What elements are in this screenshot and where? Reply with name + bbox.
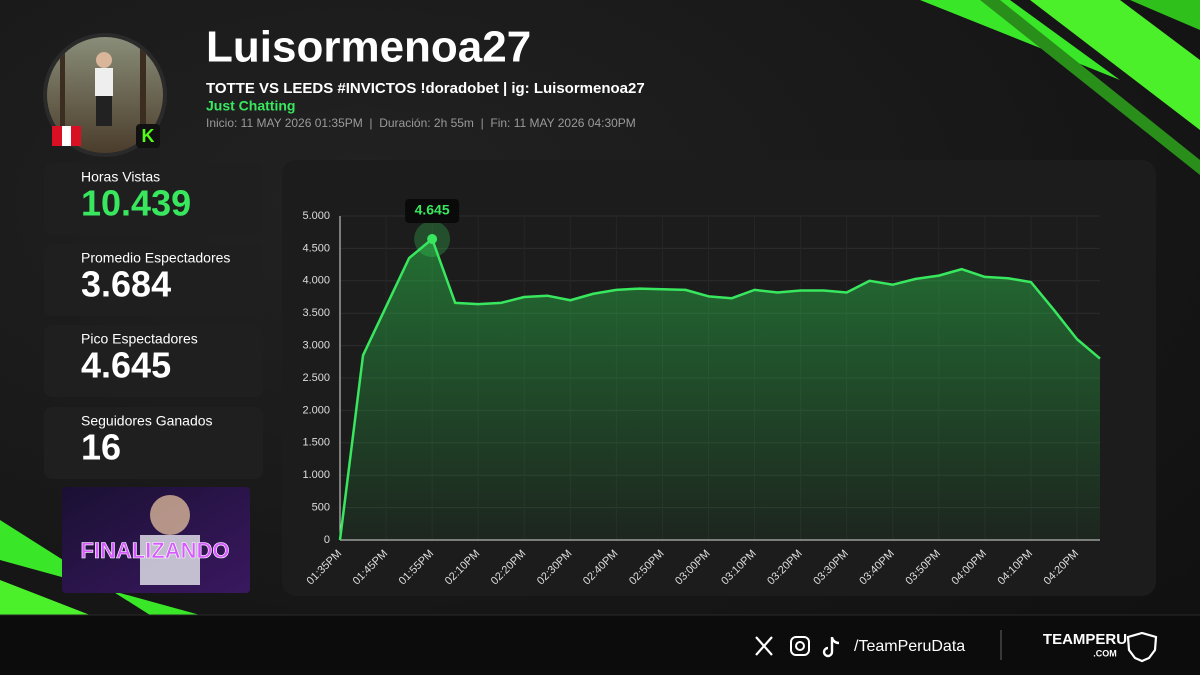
y-tick-label: 2.500 — [302, 372, 330, 384]
y-tick-label: 1.000 — [302, 469, 330, 481]
peak-point — [427, 234, 438, 245]
value-label: 4.645 — [415, 202, 450, 218]
stat-label: Horas Vistas — [81, 169, 160, 185]
svg-text:K: K — [142, 126, 155, 146]
y-tick-label: 0 — [324, 534, 330, 546]
y-tick-label: 500 — [312, 502, 330, 514]
brand-shield — [1126, 631, 1158, 663]
footer: /TeamPeruData TEAMPERU .COM — [0, 614, 1200, 675]
x-icon — [755, 636, 773, 656]
y-tick-label: 3.000 — [302, 340, 330, 352]
stat-value: 16 — [81, 427, 121, 468]
stat-value: 4.645 — [81, 345, 171, 386]
tiktok-icon — [822, 637, 840, 658]
stat-label: Promedio Espectadores — [81, 250, 230, 266]
stat-value: 3.684 — [81, 264, 171, 305]
footer-handle: /TeamPeruData — [854, 638, 965, 655]
category: Just Chatting — [206, 98, 295, 114]
line — [338, 237, 1101, 541]
stat-card — [44, 244, 263, 316]
y-tick-label: 5.000 — [302, 210, 330, 222]
tooltip-box — [405, 199, 460, 224]
stat-value: 10.439 — [81, 183, 191, 224]
y-tick-label: 2.000 — [302, 404, 330, 416]
stat-label: Seguidores Ganados — [81, 413, 213, 429]
decor-bottom-left — [0, 520, 200, 615]
stream-info: Inicio: 11 MAY 2026 01:35PM | Duración: … — [206, 116, 636, 130]
stat-card — [44, 163, 263, 235]
brand: TEAMPERU — [1043, 631, 1127, 648]
y-tick-label: 3.500 — [302, 307, 330, 319]
chart: 0 500 1.000 1.500 2.000 2.500 3.000 3.500 4.000 4… — [302, 199, 1101, 587]
decor-top-right — [920, 0, 1200, 175]
instagram-icon — [790, 636, 810, 656]
kick-icon: K — [136, 124, 160, 148]
stream-title: TOTTE VS LEEDS #INVICTOS !doradobet | ig… — [206, 80, 645, 97]
brand-suffix: .COM — [1093, 648, 1117, 658]
flag-icon — [52, 126, 81, 146]
stat-label: Pico Espectadores — [81, 331, 198, 347]
area — [340, 239, 1100, 540]
stat-card — [44, 325, 263, 397]
streamer-name: Luisormenoa27 — [206, 23, 531, 72]
y-tick-label: 1.500 — [302, 437, 330, 449]
thumbnail: FINALIZANDO — [62, 487, 250, 593]
stat-card — [44, 407, 263, 479]
y-tick-label: 4.500 — [302, 242, 330, 254]
thumbnail-text: FINALIZANDO — [80, 538, 229, 563]
y-tick-label: 4.000 — [302, 275, 330, 287]
